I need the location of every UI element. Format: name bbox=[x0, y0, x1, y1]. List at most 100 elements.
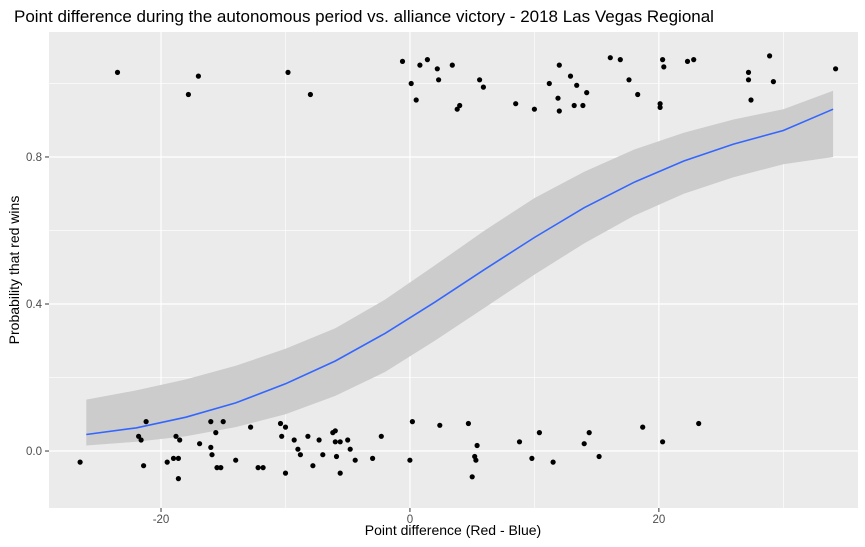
data-point bbox=[295, 446, 301, 452]
data-point bbox=[307, 91, 313, 98]
data-point bbox=[748, 97, 754, 103]
data-point bbox=[291, 437, 297, 443]
data-point bbox=[626, 77, 632, 83]
data-point bbox=[617, 57, 623, 63]
data-point bbox=[454, 106, 460, 112]
data-point bbox=[584, 90, 590, 96]
data-point bbox=[370, 455, 376, 461]
data-point bbox=[449, 62, 455, 68]
data-point bbox=[218, 465, 224, 471]
data-point bbox=[337, 470, 343, 476]
data-point bbox=[660, 57, 666, 63]
data-point bbox=[546, 80, 552, 87]
data-point bbox=[213, 430, 219, 436]
data-point bbox=[660, 439, 666, 445]
data-point bbox=[277, 420, 284, 427]
data-point bbox=[197, 441, 203, 447]
data-point bbox=[469, 474, 475, 480]
data-point bbox=[399, 58, 406, 64]
data-point bbox=[316, 437, 322, 443]
data-point bbox=[424, 57, 430, 63]
data-point bbox=[310, 463, 316, 469]
data-point bbox=[141, 463, 147, 469]
data-point bbox=[378, 433, 384, 439]
data-point bbox=[413, 97, 419, 103]
data-point bbox=[536, 430, 543, 436]
data-point bbox=[684, 58, 691, 64]
data-point bbox=[333, 453, 340, 460]
data-point bbox=[220, 419, 226, 425]
data-point bbox=[185, 91, 191, 98]
data-point bbox=[285, 69, 291, 75]
data-point bbox=[635, 91, 641, 98]
data-point bbox=[233, 457, 239, 463]
data-point bbox=[529, 455, 535, 461]
y-axis-title: Probability that red wins bbox=[6, 196, 22, 345]
x-tick-label: 0 bbox=[407, 514, 413, 526]
data-point bbox=[556, 108, 562, 114]
data-point bbox=[214, 465, 220, 471]
data-point bbox=[332, 428, 338, 434]
data-point bbox=[581, 441, 587, 447]
data-point bbox=[473, 457, 479, 463]
data-point bbox=[661, 64, 667, 70]
data-point bbox=[567, 73, 574, 79]
data-point bbox=[409, 419, 415, 425]
data-point bbox=[474, 442, 480, 449]
data-point bbox=[516, 439, 523, 445]
data-point bbox=[457, 102, 463, 109]
data-point bbox=[352, 457, 358, 463]
data-point bbox=[555, 95, 561, 101]
data-point bbox=[477, 77, 483, 83]
data-point bbox=[434, 66, 440, 72]
data-point bbox=[556, 62, 562, 68]
data-point bbox=[531, 106, 538, 112]
data-point bbox=[347, 446, 353, 452]
data-point bbox=[282, 424, 289, 430]
data-point bbox=[580, 102, 586, 109]
points-layer bbox=[77, 53, 839, 482]
fit-line-layer bbox=[86, 108, 834, 436]
fit-line bbox=[86, 108, 834, 436]
data-point bbox=[417, 62, 423, 68]
x-axis-title: Point difference (Red - Blue) bbox=[365, 522, 541, 538]
data-point bbox=[596, 453, 602, 460]
data-point bbox=[574, 82, 580, 88]
data-point bbox=[208, 444, 214, 450]
data-point bbox=[586, 430, 592, 436]
data-point bbox=[345, 437, 351, 443]
data-point bbox=[513, 101, 519, 107]
data-point bbox=[480, 84, 486, 90]
data-point bbox=[437, 422, 443, 428]
data-point bbox=[337, 439, 343, 445]
data-point bbox=[745, 77, 752, 83]
data-point bbox=[640, 424, 646, 430]
data-point bbox=[465, 420, 471, 427]
data-point bbox=[177, 437, 183, 443]
data-point bbox=[657, 104, 663, 110]
data-point bbox=[138, 437, 144, 443]
data-point bbox=[248, 424, 254, 430]
data-point bbox=[833, 66, 839, 72]
data-point bbox=[436, 77, 442, 83]
data-point bbox=[164, 459, 170, 465]
chart-title: Point difference during the autonomous p… bbox=[14, 7, 714, 26]
data-point bbox=[175, 455, 181, 461]
data-point bbox=[77, 459, 83, 465]
data-point bbox=[175, 476, 181, 482]
y-tick-label: 0.8 bbox=[26, 152, 42, 164]
data-point bbox=[170, 455, 177, 461]
y-axis: 0.0 0.4 0.8 bbox=[26, 152, 49, 458]
x-tick-label: 20 bbox=[652, 514, 665, 526]
data-point bbox=[255, 465, 261, 471]
data-point bbox=[136, 433, 142, 439]
data-point bbox=[173, 433, 179, 439]
data-point bbox=[143, 419, 149, 425]
data-point bbox=[320, 452, 326, 458]
data-point bbox=[607, 55, 613, 61]
confidence-band bbox=[86, 90, 834, 446]
data-point bbox=[209, 452, 215, 458]
data-point bbox=[305, 433, 311, 439]
data-point bbox=[282, 470, 289, 476]
